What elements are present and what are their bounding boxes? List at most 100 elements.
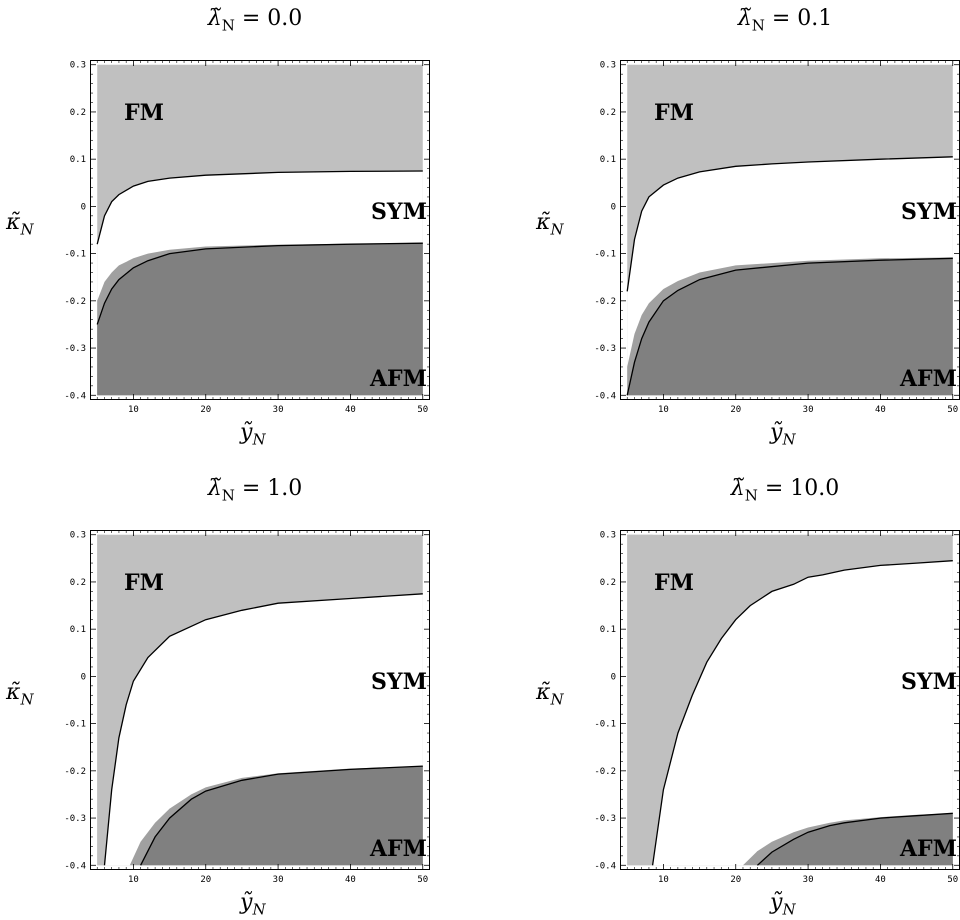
y-tick-label: -0.2	[594, 297, 616, 307]
y-tick-label: -0.1	[594, 250, 616, 260]
y-axis-label: κ̃N	[6, 210, 34, 239]
sym-afm-boundary-line	[626, 257, 953, 396]
y-tick-label: -0.4	[64, 391, 86, 401]
y-tick-label: 0.2	[70, 108, 86, 118]
x-tick-label: 10	[128, 875, 139, 885]
sym-afm-boundary-line	[140, 765, 423, 866]
chart-panel-3: λ̃N = 1.0 κ̃N 10 20 30 40 50 0.3 0.2 0.1 0 -0.1 -0…	[0, 470, 460, 920]
chart-plot-area: 10 20 30 40 50 0.3 0.2 0.1 0 -0.1 -0.2 -0.3 -0.4 FM SY…	[64, 530, 430, 885]
y-tick-label: -0.2	[594, 767, 616, 777]
y-tick-label: -0.2	[64, 767, 86, 777]
afm-region-label: AFM	[899, 366, 957, 392]
y-tick-label: 0.1	[600, 155, 616, 165]
y-tick-label: 0	[611, 672, 616, 682]
y-tick-label: -0.3	[594, 344, 616, 354]
sym-region-label: SYM	[901, 199, 957, 225]
y-tick-label: 0.1	[70, 625, 86, 635]
y-axis-label: κ̃N	[536, 210, 564, 239]
y-tick-label: 0.3	[70, 531, 86, 541]
fm-sym-boundary-line	[651, 560, 953, 866]
chart-title: λ̃N = 1.0	[207, 476, 303, 505]
x-tick-label: 30	[803, 875, 814, 885]
afm-region	[97, 243, 423, 396]
y-tick-label: -0.1	[64, 250, 86, 260]
y-tick-label: 0.2	[70, 578, 86, 588]
fm-region-left	[97, 534, 105, 866]
afm-region-label: AFM	[899, 836, 957, 862]
x-tick-label: 10	[128, 405, 139, 415]
x-tick-label: 40	[875, 405, 886, 415]
y-tick-label: 0.1	[70, 155, 86, 165]
y-tick-label: -0.3	[64, 344, 86, 354]
fm-region-label: FM	[654, 100, 694, 126]
x-axis-label: ỹN	[240, 420, 266, 449]
y-tick-label: -0.1	[594, 720, 616, 730]
x-tick-label: 20	[200, 405, 211, 415]
fm-sym-boundary-line	[103, 593, 423, 866]
sym-afm-boundary-line	[96, 242, 423, 325]
x-tick-label: 10	[658, 875, 669, 885]
x-tick-label: 50	[417, 405, 428, 415]
y-tick-label: -0.2	[64, 297, 86, 307]
y-tick-label: 0.3	[70, 61, 86, 71]
y-tick-label: 0.2	[600, 578, 616, 588]
afm-region	[757, 813, 953, 866]
chart-title: λ̃N = 10.0	[730, 476, 840, 505]
afm-region	[627, 258, 953, 396]
y-tick-label: -0.4	[594, 861, 616, 871]
chart-title: λ̃N = 0.1	[737, 6, 833, 35]
chart-panel-2: λ̃N = 0.1 κ̃N 10 20 30 40 50 0.3 0.2 0.1 0 -0.1 -0…	[530, 0, 960, 450]
y-tick-label: 0.1	[600, 625, 616, 635]
y-tick-label: -0.3	[64, 814, 86, 824]
chart-panel-4: λ̃N = 10.0 κ̃N 10 20 30 40 50 0.3 0.2 0.1 0 -0.1 -…	[530, 470, 960, 920]
fm-region-label: FM	[124, 100, 164, 126]
chart-title: λ̃N = 0.0	[207, 6, 303, 35]
x-axis-label: ỹN	[770, 420, 796, 449]
plot-frame	[90, 60, 430, 400]
x-tick-label: 50	[947, 405, 958, 415]
y-tick-label: 0	[81, 202, 86, 212]
x-tick-label: 30	[273, 405, 284, 415]
fm-region-label: FM	[654, 570, 694, 596]
y-tick-label: 0	[611, 202, 616, 212]
sym-region-label: SYM	[901, 669, 957, 695]
plot-frame	[90, 530, 430, 870]
x-tick-label: 30	[803, 405, 814, 415]
afm-region	[140, 766, 423, 866]
chart-panel-1: λ̃N = 0.0 κ̃N 10 20 30 40 50 0.3 0.2 0.1 0 -0.1 -0…	[0, 0, 460, 450]
fm-region-left	[627, 534, 653, 866]
x-tick-label: 40	[345, 405, 356, 415]
y-tick-label: -0.4	[594, 391, 616, 401]
x-tick-label: 30	[273, 875, 284, 885]
x-tick-label: 40	[875, 875, 886, 885]
y-axis-label: κ̃N	[536, 680, 564, 709]
afm-region-label: AFM	[369, 366, 427, 392]
sym-region-label: SYM	[371, 199, 427, 225]
x-tick-label: 40	[345, 875, 356, 885]
x-tick-label: 10	[658, 405, 669, 415]
x-axis-label: ỹN	[240, 890, 266, 919]
y-tick-label: -0.1	[64, 720, 86, 730]
x-tick-label: 20	[200, 875, 211, 885]
chart-plot-area: 10 20 30 40 50 0.3 0.2 0.1 0 -0.1 -0.2 -0.3 -0.4 FM SY…	[594, 60, 960, 415]
sym-region	[652, 560, 953, 866]
chart-plot-area: 10 20 30 40 50 0.3 0.2 0.1 0 -0.1 -0.2 -0.3 -0.4 FM SY…	[594, 530, 960, 885]
sym-region-label: SYM	[371, 669, 427, 695]
y-tick-label: -0.3	[594, 814, 616, 824]
y-tick-label: 0.2	[600, 108, 616, 118]
chart-plot-area: 10 20 30 40 50 0.3 0.2 0.1 0 -0.1 -0.2 -0.3 -0.4 FM SY…	[64, 60, 430, 415]
y-axis-label: κ̃N	[6, 680, 34, 709]
afm-region-label: AFM	[369, 836, 427, 862]
fm-region-label: FM	[124, 570, 164, 596]
fm-sym-boundary-line	[626, 156, 953, 292]
x-tick-label: 50	[417, 875, 428, 885]
y-tick-label: -0.4	[64, 861, 86, 871]
x-tick-label: 50	[947, 875, 958, 885]
x-tick-label: 20	[730, 405, 741, 415]
fm-sym-boundary-line	[96, 170, 423, 245]
sym-afm-boundary-line	[756, 812, 953, 866]
x-axis-label: ỹN	[770, 890, 796, 919]
y-tick-label: 0.3	[600, 531, 616, 541]
y-tick-label: 0.3	[600, 61, 616, 71]
